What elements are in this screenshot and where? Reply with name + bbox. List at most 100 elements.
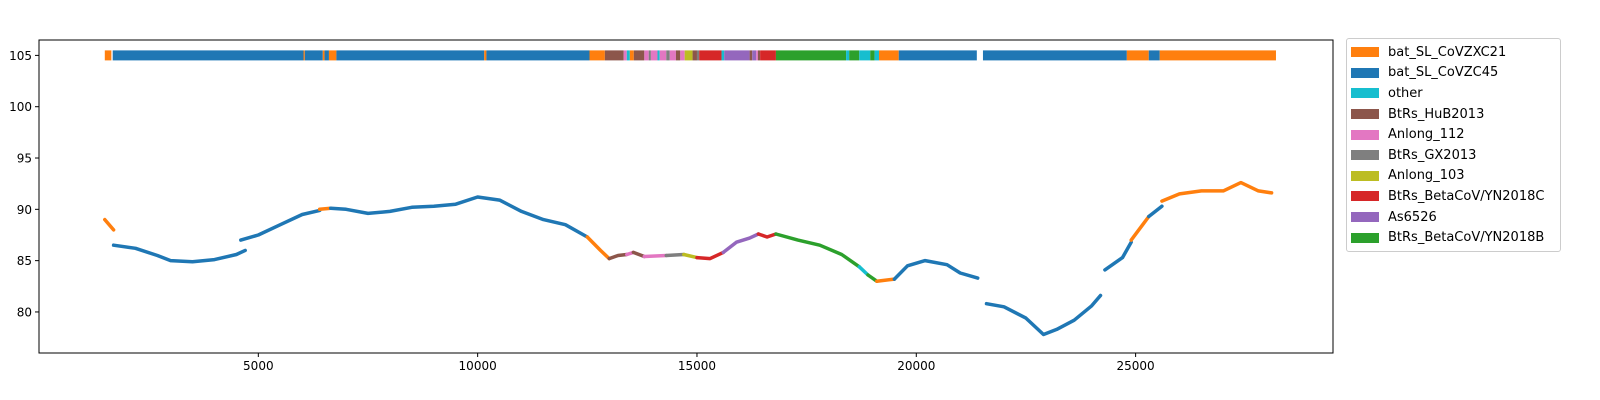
legend-item-bat-sl-covzc45: bat_SL_CoVZC45 bbox=[1351, 63, 1554, 84]
bar-segment-bat-sl-covzxc21 bbox=[1159, 50, 1276, 61]
series-line-bat-sl-covzc45 bbox=[892, 258, 980, 281]
series-line-btrs-betacov-yn2018b bbox=[774, 232, 862, 269]
y-tick-label: 105 bbox=[9, 49, 32, 63]
bar-segment-other bbox=[657, 50, 660, 61]
bar-segment-anlong-112 bbox=[659, 50, 667, 61]
bar-segment-anlong-112 bbox=[669, 50, 676, 61]
x-axis: 5000 10000 15000 20000 25000 bbox=[243, 353, 1155, 373]
bar-segment-other bbox=[846, 50, 850, 61]
bar-segment-btrs-hub2013 bbox=[675, 50, 681, 61]
legend-swatch bbox=[1351, 232, 1379, 243]
bar-segment-bat-sl-covzc45 bbox=[304, 50, 323, 61]
bar-segment-anlong-112 bbox=[644, 50, 649, 61]
bar-segment-btrs-betacov-yn2018c bbox=[760, 50, 776, 61]
legend-swatch bbox=[1351, 150, 1379, 161]
legend-item-other: other bbox=[1351, 83, 1554, 104]
x-tick-label: 15000 bbox=[678, 359, 716, 373]
legend-label: BtRs_BetaCoV/YN2018B bbox=[1388, 230, 1545, 246]
bar-segment-bat-sl-covzc45 bbox=[336, 50, 485, 61]
bar-segment-other bbox=[859, 50, 871, 61]
bar-segment-anlong-112 bbox=[680, 50, 685, 61]
bar-segment-other bbox=[721, 50, 725, 61]
series-line-anlong-103 bbox=[682, 252, 699, 260]
bar-segment-bat-sl-covzxc21 bbox=[322, 50, 325, 61]
y-axis: 80 85 90 95 100 105 bbox=[9, 49, 39, 319]
bar-segment-bat-sl-covzc45 bbox=[324, 50, 329, 61]
series-line-bat-sl-covzxc21 bbox=[585, 235, 611, 261]
bar-segment-btrs-betacov-yn2018b bbox=[775, 50, 847, 61]
bar-segment-anlong-112 bbox=[623, 50, 627, 61]
series-line-btrs-betacov-yn2018b bbox=[866, 273, 879, 283]
legend-item-btrs-betacov-yn2018c: BtRs_BetaCoV/YN2018C bbox=[1351, 186, 1554, 207]
legend-label: other bbox=[1388, 85, 1423, 101]
bar-segment-other bbox=[626, 50, 630, 61]
bar-segment-btrs-hub2013 bbox=[692, 50, 697, 61]
bar-segment-bat-sl-covzxc21 bbox=[328, 50, 337, 61]
bar-segment-bat-sl-covzxc21 bbox=[629, 50, 634, 61]
x-tick-label: 10000 bbox=[459, 359, 497, 373]
series-line-bat-sl-covzxc21 bbox=[875, 277, 897, 283]
y-tick-label: 95 bbox=[17, 152, 32, 166]
x-tick-label: 5000 bbox=[243, 359, 274, 373]
legend-item-btrs-betacov-yn2018b: BtRs_BetaCoV/YN2018B bbox=[1351, 227, 1554, 248]
legend-label: bat_SL_CoVZC45 bbox=[1388, 65, 1499, 81]
legend-label: bat_SL_CoVZXC21 bbox=[1388, 44, 1507, 60]
series-line-btrs-hub2013 bbox=[607, 252, 629, 261]
legend-label: As6526 bbox=[1388, 209, 1437, 225]
bar-segment-bat-sl-covzc45 bbox=[112, 50, 304, 61]
series-line-bat-sl-covzc45 bbox=[1103, 240, 1133, 272]
legend-swatch bbox=[1351, 47, 1379, 58]
bar-segment-btrs-gx2013 bbox=[666, 50, 670, 61]
legend-swatch bbox=[1351, 212, 1379, 223]
series-line-as6526 bbox=[721, 232, 761, 255]
y-tick-label: 80 bbox=[17, 305, 32, 319]
series-line-anlong-112 bbox=[642, 253, 669, 259]
bar-segment-anlong-112 bbox=[650, 50, 658, 61]
y-tick-label: 85 bbox=[17, 254, 32, 268]
legend-swatch bbox=[1351, 170, 1379, 181]
bar-segment-anlong-103 bbox=[684, 50, 693, 61]
legend-swatch bbox=[1351, 129, 1379, 140]
similarity-series bbox=[103, 180, 1274, 337]
bar-segment-anlong-112 bbox=[756, 50, 758, 61]
legend-label: BtRs_HuB2013 bbox=[1388, 106, 1485, 122]
series-line-bat-sl-covzc45 bbox=[984, 293, 1103, 337]
y-tick-label: 90 bbox=[17, 203, 32, 217]
bar-segment-as6526 bbox=[724, 50, 750, 61]
bar-segment-btrs-gx2013 bbox=[648, 50, 651, 61]
bar-segment-bat-sl-covzxc21 bbox=[104, 50, 112, 61]
bar-segment-bat-sl-covzxc21 bbox=[879, 50, 899, 61]
legend-label: BtRs_BetaCoV/YN2018C bbox=[1388, 188, 1545, 204]
legend-swatch bbox=[1351, 88, 1379, 99]
series-line-btrs-gx2013 bbox=[664, 252, 686, 258]
bar-segment-bat-sl-covzc45 bbox=[898, 50, 977, 61]
bar-segment-bat-sl-covzc45 bbox=[1148, 50, 1160, 61]
series-line-btrs-betacov-yn2018c bbox=[756, 232, 778, 239]
bar-segment-bat-sl-covzc45 bbox=[982, 50, 1127, 61]
series-line-bat-sl-covzxc21 bbox=[317, 206, 333, 212]
bar-segment-as6526 bbox=[752, 50, 757, 61]
bar-segment-btrs-betacov-yn2018b bbox=[849, 50, 860, 61]
legend-swatch bbox=[1351, 67, 1379, 78]
bar-segment-btrs-hub2013 bbox=[604, 50, 624, 61]
legend-swatch bbox=[1351, 191, 1379, 202]
plot-frame bbox=[38, 39, 1334, 354]
bar-segment-bat-sl-covzxc21 bbox=[1126, 50, 1149, 61]
bar-segment-bat-sl-covzxc21 bbox=[484, 50, 487, 61]
bar-segment-btrs-hub2013 bbox=[633, 50, 645, 61]
bar-segment-btrs-betacov-yn2018b bbox=[870, 50, 875, 61]
bar-segment-btrs-hub2013 bbox=[749, 50, 753, 61]
series-line-bat-sl-covzc45 bbox=[239, 208, 322, 242]
bar-segment-other bbox=[874, 50, 880, 61]
series-line-btrs-hub2013 bbox=[631, 250, 647, 259]
legend-swatch bbox=[1351, 109, 1379, 120]
legend-item-btrs-gx2013: BtRs_GX2013 bbox=[1351, 145, 1554, 166]
series-line-bat-sl-covzc45 bbox=[328, 195, 590, 239]
bar-segment-btrs-betacov-yn2018c bbox=[699, 50, 722, 61]
series-line-btrs-betacov-yn2018c bbox=[695, 250, 726, 261]
series-line-bat-sl-covzc45 bbox=[1147, 204, 1164, 219]
series-line-bat-sl-covzxc21 bbox=[1160, 180, 1274, 203]
legend-item-anlong-112: Anlong_112 bbox=[1351, 124, 1554, 145]
bar-segment-bat-sl-covzc45 bbox=[486, 50, 590, 61]
